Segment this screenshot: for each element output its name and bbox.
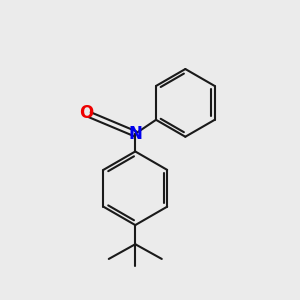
- Text: N: N: [128, 125, 142, 143]
- Text: O: O: [79, 104, 93, 122]
